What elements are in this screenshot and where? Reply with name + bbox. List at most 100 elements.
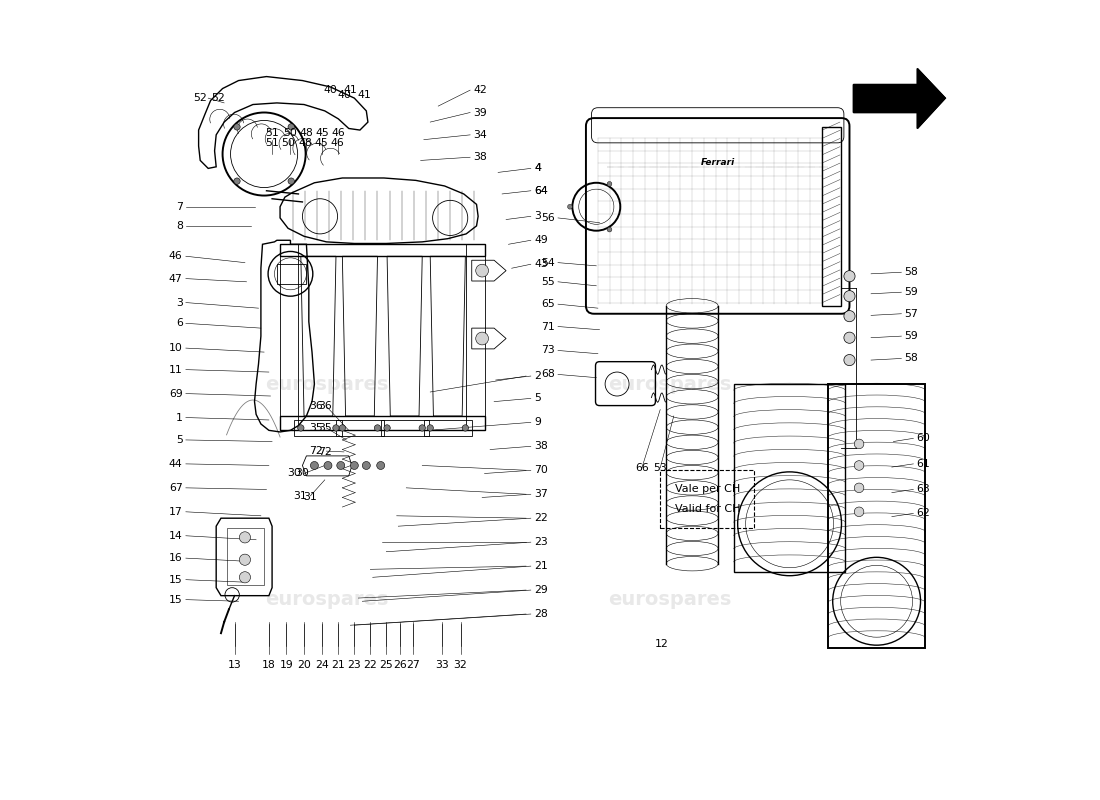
Text: 31: 31 (294, 491, 307, 501)
Text: 3: 3 (534, 211, 541, 222)
Circle shape (350, 462, 359, 470)
Text: 30: 30 (296, 469, 309, 478)
Text: 26: 26 (393, 660, 407, 670)
Text: 72: 72 (309, 446, 323, 456)
Text: 59: 59 (904, 287, 918, 297)
Text: 12: 12 (654, 638, 669, 649)
Text: 46: 46 (169, 251, 183, 262)
Text: 73: 73 (541, 346, 554, 355)
Text: 14: 14 (169, 530, 183, 541)
Text: eurospares: eurospares (265, 590, 388, 609)
Text: 46: 46 (331, 138, 344, 148)
Text: eurospares: eurospares (608, 374, 732, 394)
Text: 22: 22 (534, 513, 548, 523)
Text: 10: 10 (168, 343, 183, 353)
Text: 20: 20 (297, 660, 311, 670)
Text: 27: 27 (406, 660, 419, 670)
Text: 47: 47 (169, 274, 183, 284)
Text: 70: 70 (534, 466, 548, 475)
Circle shape (419, 425, 426, 431)
Text: 38: 38 (534, 442, 548, 451)
Text: 56: 56 (541, 213, 554, 223)
Text: 35: 35 (309, 423, 323, 433)
Text: 15: 15 (169, 594, 183, 605)
Text: 15: 15 (169, 574, 183, 585)
Text: 67: 67 (169, 483, 183, 493)
Text: 29: 29 (534, 585, 548, 595)
Text: 22: 22 (363, 660, 377, 670)
Text: 49: 49 (534, 235, 548, 246)
Text: 65: 65 (541, 299, 554, 309)
Text: 69: 69 (169, 389, 183, 398)
Text: 58: 58 (904, 354, 918, 363)
Circle shape (288, 124, 295, 130)
Text: 48: 48 (299, 128, 314, 138)
Text: 58: 58 (904, 267, 918, 278)
Text: eurospares: eurospares (265, 374, 388, 394)
Text: 31: 31 (304, 493, 317, 502)
Text: 68: 68 (541, 370, 554, 379)
Text: 30: 30 (287, 469, 300, 478)
Text: 34: 34 (473, 130, 487, 140)
Text: 40: 40 (323, 85, 338, 95)
Circle shape (240, 554, 251, 566)
Text: 23: 23 (348, 660, 361, 670)
Circle shape (855, 439, 864, 449)
Text: 6: 6 (176, 318, 183, 328)
Text: 46: 46 (331, 128, 345, 138)
Text: 55: 55 (541, 277, 554, 287)
Text: 5: 5 (534, 394, 541, 403)
Text: 16: 16 (169, 553, 183, 563)
Text: 45: 45 (316, 128, 329, 138)
Text: 72: 72 (318, 447, 332, 457)
Circle shape (844, 290, 855, 302)
Text: 52: 52 (192, 93, 207, 103)
Text: 62: 62 (916, 509, 931, 518)
Text: 54: 54 (541, 258, 554, 268)
Text: 33: 33 (436, 660, 449, 670)
Text: 41: 41 (358, 90, 372, 100)
Circle shape (374, 425, 381, 431)
Circle shape (844, 270, 855, 282)
Circle shape (333, 425, 339, 431)
Text: 3: 3 (176, 298, 183, 307)
Circle shape (568, 204, 572, 209)
Text: 61: 61 (916, 459, 931, 469)
Text: 51: 51 (265, 128, 279, 138)
Circle shape (337, 462, 344, 470)
Text: Valid for CH: Valid for CH (674, 504, 740, 514)
Text: 53: 53 (653, 463, 667, 473)
Text: eurospares: eurospares (608, 590, 732, 609)
Text: 21: 21 (534, 561, 548, 571)
Text: 13: 13 (228, 660, 241, 670)
Circle shape (324, 462, 332, 470)
Text: 21: 21 (331, 660, 345, 670)
Polygon shape (854, 69, 945, 129)
Circle shape (240, 572, 251, 583)
Circle shape (339, 425, 345, 431)
Circle shape (234, 124, 240, 130)
Circle shape (298, 425, 304, 431)
Text: 2: 2 (534, 371, 541, 381)
Text: 28: 28 (534, 609, 548, 619)
Text: 51: 51 (265, 138, 279, 148)
Text: 50: 50 (284, 128, 297, 138)
Text: 4: 4 (534, 163, 541, 174)
Text: 52: 52 (211, 93, 226, 103)
Circle shape (310, 462, 318, 470)
Text: 39: 39 (473, 107, 487, 118)
Text: 37: 37 (534, 490, 548, 499)
Text: 71: 71 (541, 322, 554, 331)
Text: 41: 41 (343, 85, 358, 95)
Text: 1: 1 (176, 413, 183, 422)
Text: 60: 60 (916, 434, 931, 443)
Text: 11: 11 (169, 365, 183, 374)
Text: 25: 25 (379, 660, 393, 670)
Text: 32: 32 (453, 660, 468, 670)
Circle shape (607, 227, 612, 232)
Text: 43: 43 (534, 259, 548, 270)
Text: 42: 42 (473, 85, 487, 95)
Circle shape (475, 332, 488, 345)
Text: 36: 36 (309, 402, 323, 411)
Text: 45: 45 (315, 138, 329, 148)
